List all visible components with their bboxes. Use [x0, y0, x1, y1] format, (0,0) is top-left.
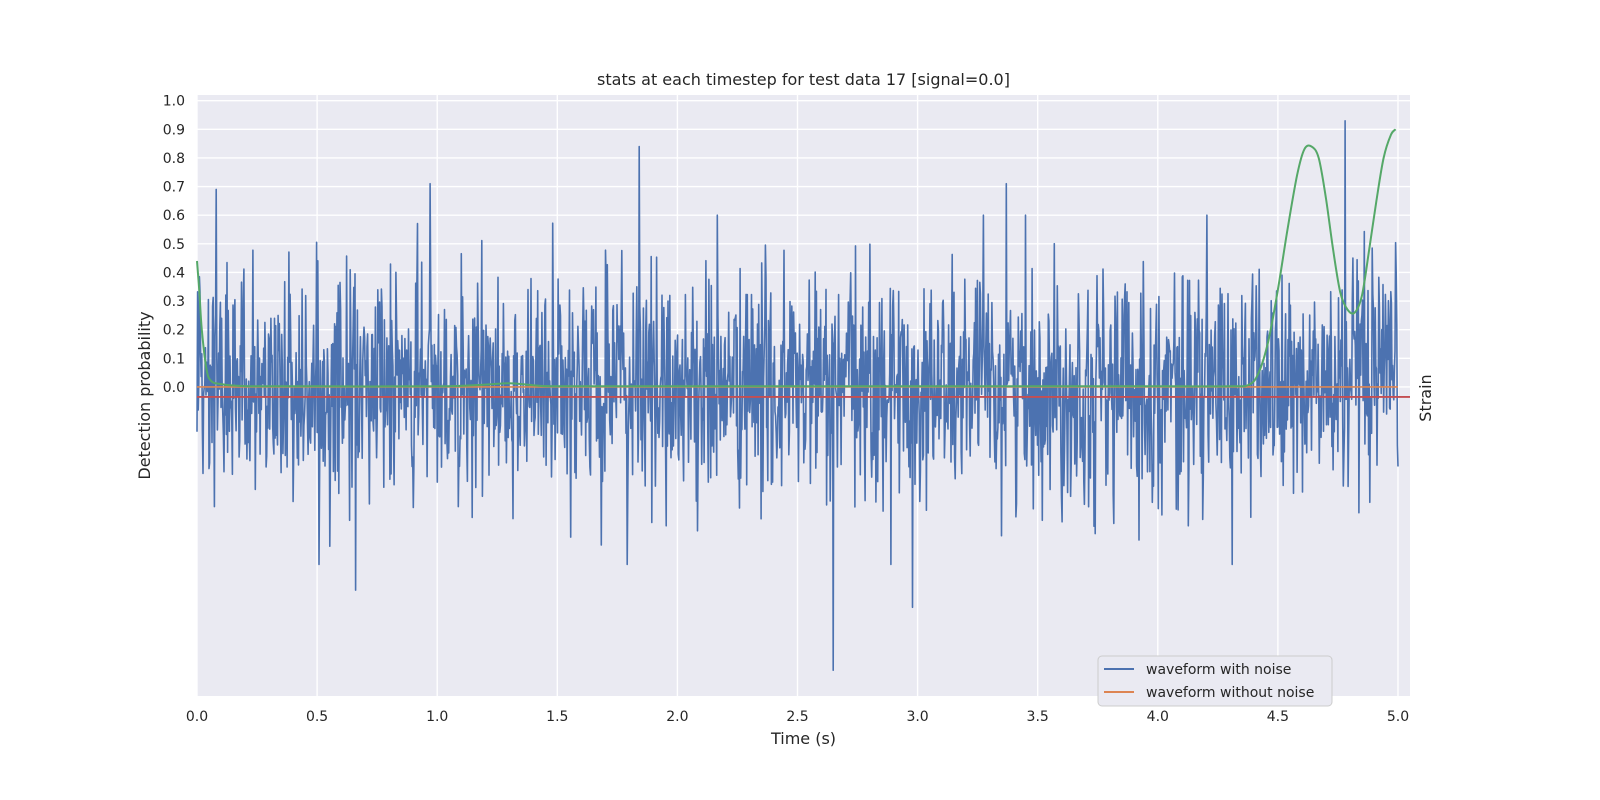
y-axis-label-left: Detection probability [135, 311, 154, 479]
y-tick-label: 0.6 [163, 208, 185, 224]
x-tick-label: 1.0 [426, 709, 448, 725]
x-tick-label: 0.5 [306, 709, 328, 725]
x-tick-label: 0.0 [186, 709, 208, 725]
x-axis-label: Time (s) [770, 729, 836, 748]
x-tick-label: 3.5 [1027, 709, 1049, 725]
x-tick-label: 1.5 [546, 709, 568, 725]
x-tick-label: 5.0 [1387, 709, 1409, 725]
series-layer [196, 120, 1410, 671]
tick-labels: 0.0 0.5 1.0 1.5 2.0 2.5 3.0 3.5 4.0 4.5 5.0 0.0 0.1 0… [163, 94, 1409, 725]
chart-title: stats at each timestep for test data 17 … [597, 70, 1010, 89]
y-tick-label: 0.2 [163, 323, 185, 339]
y-tick-label: 0.1 [163, 351, 185, 367]
y-tick-label: 1.0 [163, 94, 185, 110]
y-tick-label: 0.5 [163, 237, 185, 253]
legend: waveform with noise waveform without noi… [1097, 655, 1333, 707]
x-tick-label: 4.0 [1147, 709, 1169, 725]
x-tick-label: 4.5 [1267, 709, 1289, 725]
y-axis-label-right: Strain [1416, 374, 1435, 421]
x-tick-label: 2.5 [786, 709, 808, 725]
y-tick-label: 0.3 [163, 294, 185, 310]
y-tick-label: 0.8 [163, 151, 185, 167]
series-waveform-with-noise [196, 120, 1399, 671]
y-tick-label: 0.0 [163, 380, 185, 396]
x-tick-label: 2.0 [666, 709, 688, 725]
legend-label-clean: waveform without noise [1146, 685, 1314, 701]
y-tick-label: 0.7 [163, 180, 185, 196]
legend-label-noise: waveform with noise [1146, 662, 1291, 678]
y-tick-label: 0.9 [163, 122, 185, 138]
x-tick-label: 3.0 [906, 709, 928, 725]
series-detection-probability [196, 128, 1397, 388]
y-tick-label: 0.4 [163, 265, 185, 281]
legend-box [1097, 655, 1333, 707]
